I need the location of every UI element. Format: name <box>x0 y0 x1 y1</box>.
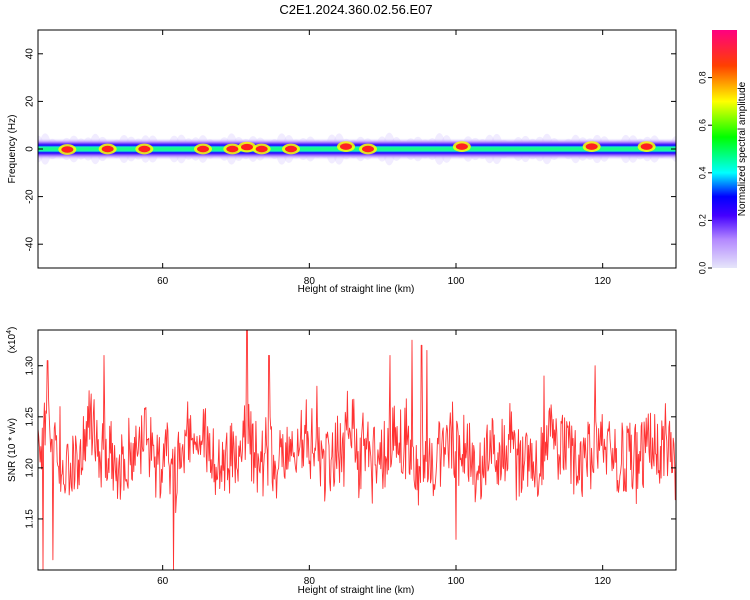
snr-frame <box>37 329 677 571</box>
colorbar-tick-label: 0.2 <box>697 214 707 227</box>
colorbar-ticks: 0.0 0.2 0.4 0.6 0.8 <box>697 71 712 274</box>
snr-y-tick-label: 1.30 <box>25 356 36 376</box>
snr-x-label: Height of straight line (km) <box>298 585 415 596</box>
snr-y-tick-label: 1.25 <box>25 407 36 427</box>
snr-scale-label: (x10 <box>7 333 18 353</box>
figure-title: C2E1.2024.360.02.56.E07 <box>279 2 432 17</box>
spectrogram-x-tick-label: 80 <box>304 276 316 287</box>
spectrogram-y-tick-label: -20 <box>25 189 36 204</box>
spectrogram-hotspot <box>138 145 151 153</box>
spectrogram-panel: 60 80 100 120 -40 -20 0 20 40 Height of straigh… <box>7 29 677 295</box>
spectrogram-x-tick-label: 100 <box>448 276 465 287</box>
spectrogram-x-tick-label: 60 <box>157 276 169 287</box>
spectrogram-y-tick-label: 40 <box>25 48 36 60</box>
spectrogram-hotspot <box>285 145 297 153</box>
colorbar: 0.0 0.2 0.4 0.6 0.8 Normalized spectral ampl… <box>697 30 748 274</box>
spectrogram-hotspot <box>241 143 253 151</box>
snr-scale-exponent: 4 <box>6 330 13 334</box>
colorbar-label: Normalized spectral amplitude <box>737 81 748 216</box>
colorbar-tick-label: 0.6 <box>697 119 707 132</box>
spectrogram-hotspot <box>340 143 352 150</box>
snr-y-ticks: 1.15 1.20 1.25 1.30 <box>25 356 676 529</box>
colorbar-tick-label: 0.4 <box>697 167 707 180</box>
snr-x-tick-label: 120 <box>594 576 611 587</box>
spectrogram-hotspot <box>197 145 209 153</box>
spectrogram-y-tick-label: -40 <box>25 237 36 252</box>
snr-x-tick-label: 80 <box>304 576 316 587</box>
spectrogram-hotspot <box>226 145 239 153</box>
snr-series-line <box>38 330 676 570</box>
snr-scale-factor: (x104) <box>6 327 18 354</box>
spectrogram-hotspot <box>455 143 468 150</box>
colorbar-tick-label: 0.0 <box>697 262 707 275</box>
spectrogram-hotspot <box>585 143 598 150</box>
spectrogram-hotspot <box>362 145 374 153</box>
spectrogram-y-tick-label: 0 <box>25 146 36 152</box>
spectrogram-y-ticks: -40 -20 0 20 40 <box>25 48 676 252</box>
spectrogram-x-tick-label: 120 <box>594 276 611 287</box>
snr-x-tick-label: 60 <box>157 576 169 587</box>
snr-y-tick-label: 1.15 <box>25 509 36 529</box>
snr-x-tick-label: 100 <box>448 576 465 587</box>
spectrogram-band-core <box>38 146 676 152</box>
spectrogram-x-ticks: 60 80 100 120 <box>157 30 611 287</box>
spectrogram-x-label: Height of straight line (km) <box>298 284 415 295</box>
spectrogram-y-tick-label: 20 <box>25 95 36 107</box>
spectrogram-y-label: Frequency (Hz) <box>7 115 18 184</box>
snr-y-tick-label: 1.20 <box>25 458 36 478</box>
colorbar-gradient <box>712 30 737 268</box>
svg-text:(x104): (x104) <box>6 327 18 354</box>
spectrogram-hotspot <box>640 143 653 150</box>
snr-x-ticks: 60 80 100 120 <box>157 330 611 587</box>
snr-y-label: SNR (10 * v/v) <box>7 418 18 482</box>
colorbar-tick-label: 0.8 <box>697 71 707 84</box>
snr-panel: 60 80 100 120 1.15 1.20 1.25 1.30 Height of st… <box>6 327 677 596</box>
spectrogram-band <box>38 132 676 166</box>
spectrogram-hotspot <box>101 145 114 153</box>
spectrogram-hotspot <box>61 146 74 153</box>
spectrogram-hotspot <box>255 145 268 153</box>
